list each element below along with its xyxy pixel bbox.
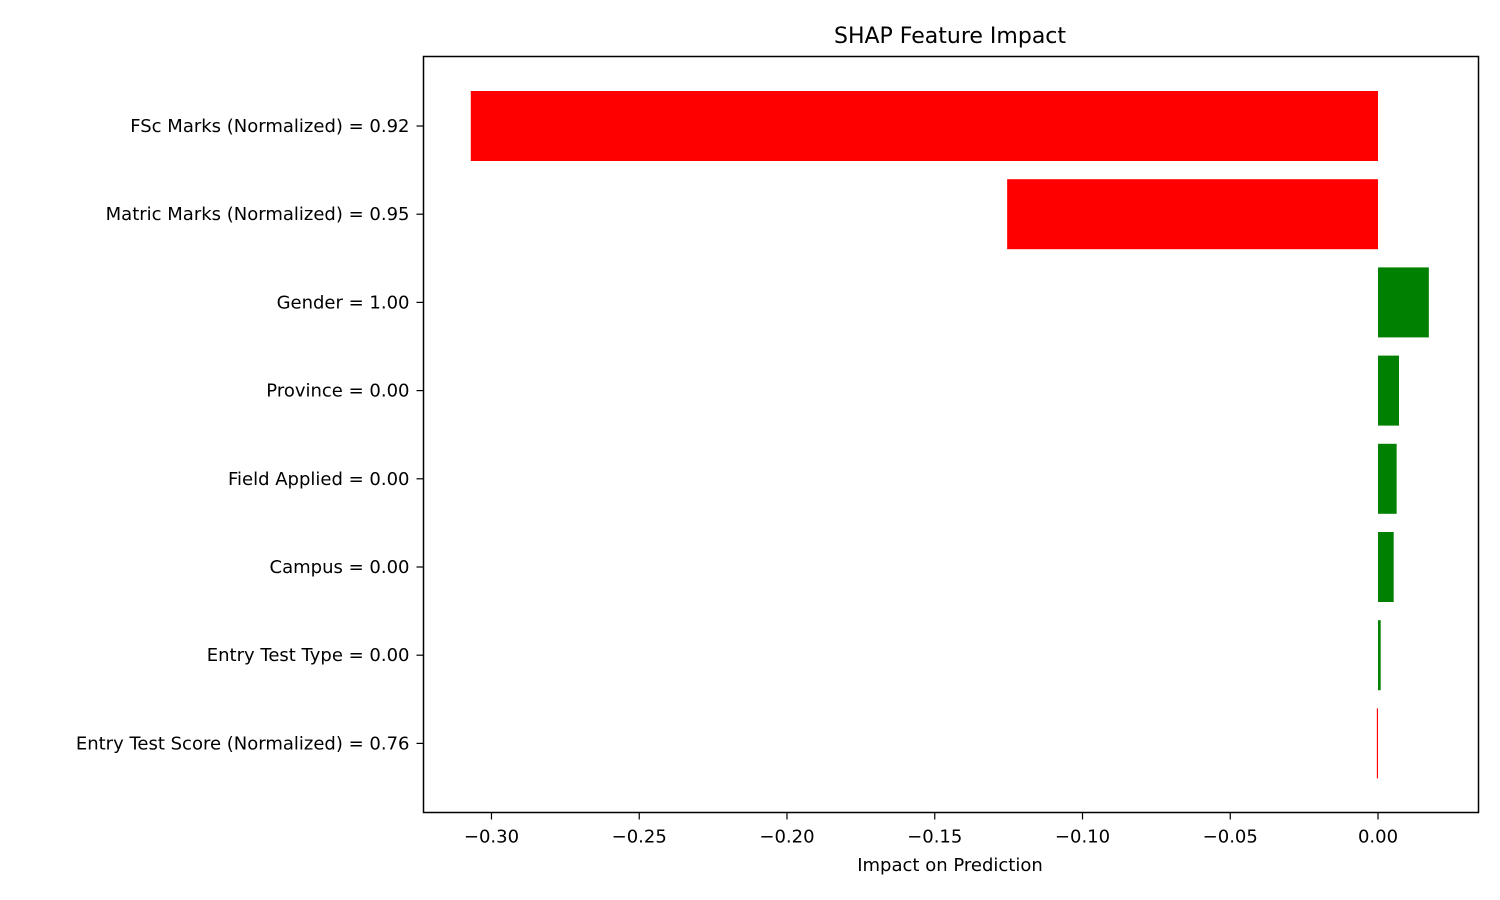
bar: [1378, 355, 1400, 426]
x-tick-label: −0.15: [907, 827, 962, 848]
x-tick-label: −0.25: [612, 827, 667, 848]
chart-title: SHAP Feature Impact: [834, 24, 1066, 49]
x-tick-label: 0.00: [1358, 827, 1398, 848]
y-tick-label: Province = 0.00: [266, 381, 409, 402]
y-tick-label: Campus = 0.00: [270, 557, 410, 578]
x-tick-label: −0.05: [1203, 827, 1258, 848]
y-axis: FSc Marks (Normalized) = 0.92 Matric Mark…: [76, 116, 424, 754]
x-tick-label: −0.30: [464, 827, 519, 848]
bar: [470, 91, 1379, 161]
bar: [1007, 179, 1379, 250]
bar: [1378, 620, 1381, 691]
bar: [1378, 532, 1394, 602]
y-tick-label: Gender = 1.00: [277, 292, 410, 313]
bar: [1378, 267, 1429, 338]
plot-frame: [422, 55, 1480, 814]
y-tick-label: Matric Marks (Normalized) = 0.95: [106, 204, 410, 225]
x-tick-label: −0.10: [1055, 827, 1110, 848]
bar: [1376, 708, 1379, 779]
y-tick-label: FSc Marks (Normalized) = 0.92: [130, 116, 409, 137]
y-tick-label: Field Applied = 0.00: [228, 469, 410, 490]
bar: [1378, 443, 1397, 514]
x-axis: −0.30 −0.25 −0.20 −0.15 −0.10 −0.05 0.00: [464, 812, 1398, 848]
x-tick-label: −0.20: [759, 827, 814, 848]
y-tick-label: Entry Test Score (Normalized) = 0.76: [76, 733, 410, 754]
x-axis-label: Impact on Prediction: [857, 855, 1043, 876]
bars-group: [470, 91, 1429, 779]
y-tick-label: Entry Test Type = 0.00: [207, 645, 410, 666]
